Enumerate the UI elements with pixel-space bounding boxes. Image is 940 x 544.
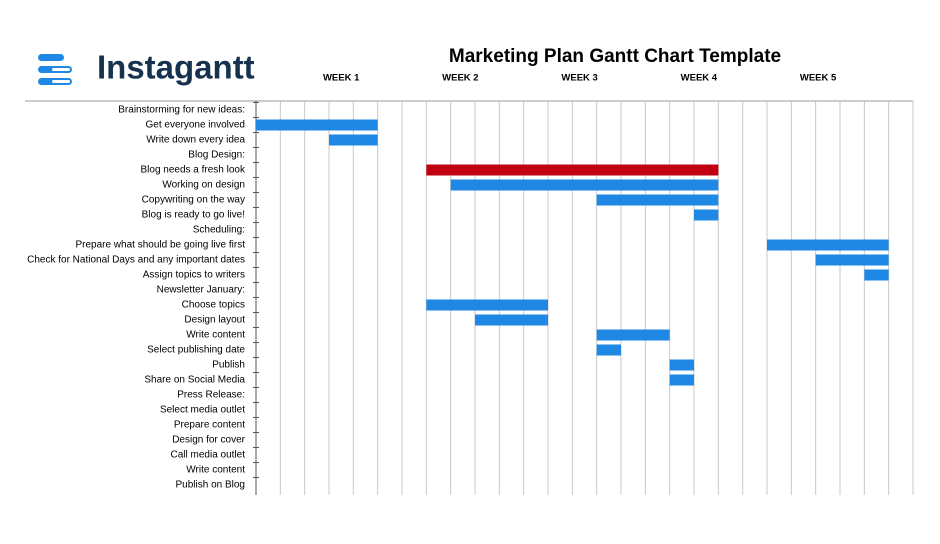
logo-text: Instagantt	[97, 49, 255, 86]
task-bar	[767, 239, 889, 251]
task-label: Publish	[212, 360, 245, 371]
task-bar	[450, 179, 719, 191]
task-label: Publish on Blog	[176, 480, 246, 491]
task-label: Prepare content	[174, 420, 245, 431]
task-bar	[815, 254, 889, 266]
task-label: Select media outlet	[160, 405, 245, 416]
task-label: Scheduling:	[193, 225, 245, 236]
task-label: Select publishing date	[147, 345, 245, 356]
task-label: Design layout	[184, 315, 245, 326]
task-label: Write content	[186, 330, 245, 341]
task-label: Write down every idea	[146, 135, 245, 146]
x-tick-label: WEEK 1	[323, 73, 360, 84]
task-bar	[329, 134, 378, 146]
task-label: Copywriting on the way	[142, 195, 245, 206]
task-label: Prepare what should be going live first	[75, 240, 245, 251]
task-label: Press Release:	[177, 390, 245, 401]
task-bar	[256, 119, 378, 131]
task-label: Choose topics	[182, 300, 245, 311]
task-bar	[596, 194, 719, 206]
task-label: Get everyone involved	[145, 120, 245, 131]
chart-title: Marketing Plan Gantt Chart Template	[449, 46, 781, 67]
task-bar	[426, 164, 719, 176]
task-label: Design for cover	[172, 435, 245, 446]
x-tick-label: WEEK 3	[561, 73, 597, 84]
task-label: Blog needs a fresh look	[140, 165, 246, 176]
task-bar	[669, 374, 694, 386]
x-tick-label: WEEK 5	[800, 73, 837, 84]
task-label: Working on design	[162, 180, 245, 191]
task-label: Blog is ready to go live!	[142, 210, 245, 221]
x-tick-label: WEEK 2	[442, 73, 478, 84]
task-bar	[694, 209, 719, 221]
task-bar	[864, 269, 889, 281]
logo-icon	[38, 54, 72, 85]
task-label: Newsletter January:	[157, 285, 245, 296]
task-bar	[475, 314, 548, 326]
task-label: Share on Social Media	[144, 375, 245, 386]
task-bar	[426, 299, 548, 311]
task-label: Call media outlet	[171, 450, 246, 461]
task-bar	[669, 359, 694, 371]
task-label: Brainstorming for new ideas:	[118, 105, 245, 116]
task-label: Write content	[186, 465, 245, 476]
task-label: Blog Design:	[188, 150, 245, 161]
task-bar	[596, 329, 670, 341]
task-label: Assign topics to writers	[143, 270, 245, 281]
task-bar	[596, 344, 621, 356]
x-tick-label: WEEK 4	[681, 73, 718, 84]
task-label: Check for National Days and any importan…	[27, 255, 245, 266]
